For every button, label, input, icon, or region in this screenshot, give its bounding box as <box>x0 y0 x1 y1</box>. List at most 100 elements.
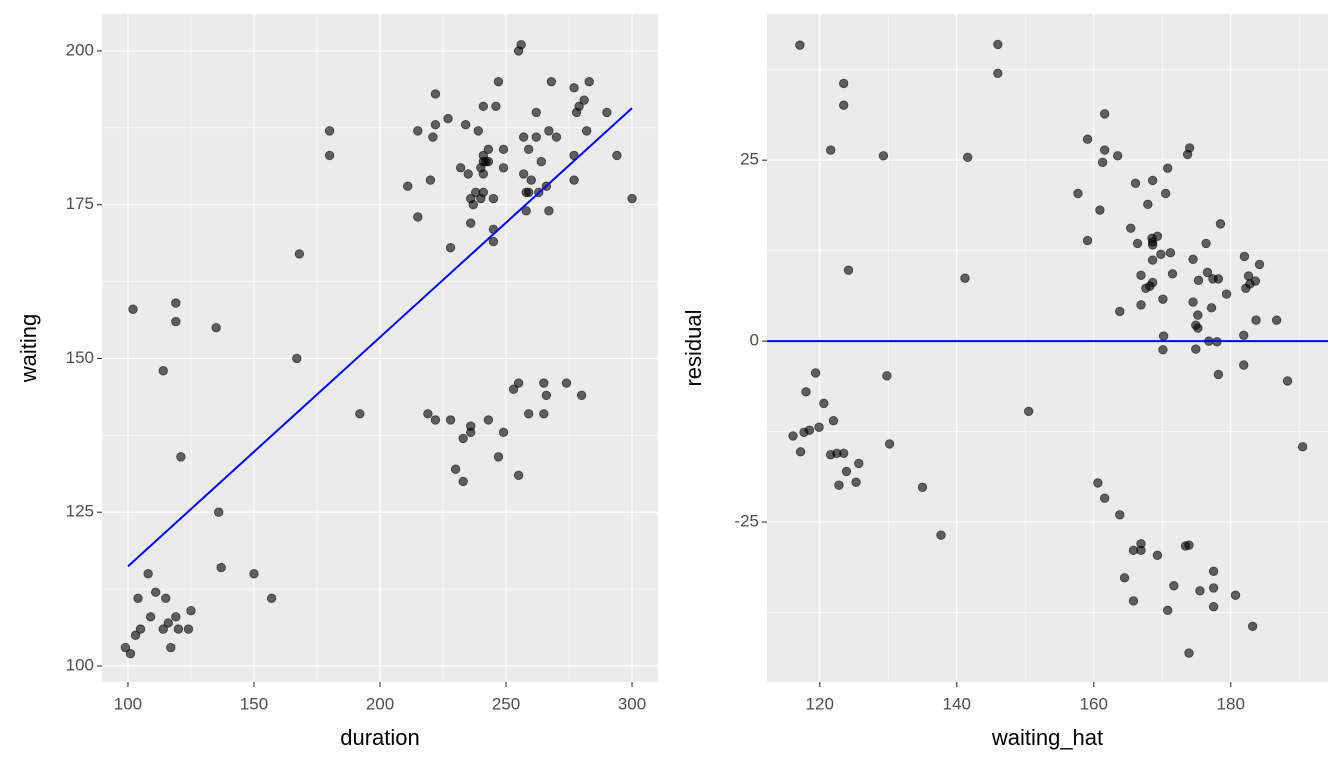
point <box>1201 238 1211 249</box>
point <box>292 353 302 364</box>
point <box>1297 442 1308 452</box>
point <box>1184 648 1194 658</box>
point <box>602 107 612 118</box>
point <box>574 101 584 111</box>
x-axis-title: waiting_hat <box>991 725 1103 750</box>
point <box>1082 235 1093 246</box>
point <box>1136 270 1146 280</box>
point <box>445 243 456 253</box>
point <box>171 298 181 308</box>
point <box>423 409 433 419</box>
point <box>483 415 494 425</box>
panel-background <box>767 14 1328 682</box>
point <box>1097 157 1108 168</box>
point <box>355 409 365 419</box>
point <box>524 409 534 419</box>
point <box>491 101 501 111</box>
point <box>249 569 259 579</box>
point <box>498 144 509 155</box>
point <box>211 323 221 333</box>
point <box>1163 605 1173 616</box>
point <box>1132 238 1143 249</box>
point <box>541 390 552 401</box>
point <box>524 144 534 155</box>
point <box>518 132 529 142</box>
point <box>1188 254 1198 265</box>
point <box>795 40 805 50</box>
point <box>171 612 181 622</box>
point <box>1184 143 1195 153</box>
point <box>173 624 184 634</box>
point <box>1128 596 1139 606</box>
point <box>1158 345 1168 355</box>
point <box>544 126 554 136</box>
point <box>176 452 186 462</box>
point <box>801 387 811 397</box>
point <box>430 89 441 99</box>
point <box>546 76 557 87</box>
point <box>516 40 526 50</box>
point <box>1023 406 1034 417</box>
point <box>1213 369 1224 380</box>
point <box>1169 581 1179 591</box>
point <box>993 68 1003 79</box>
point <box>1156 249 1166 259</box>
point <box>843 265 854 275</box>
point <box>1282 376 1293 386</box>
point <box>158 624 168 634</box>
point <box>125 649 136 659</box>
point <box>478 101 489 111</box>
point <box>1191 344 1201 354</box>
point <box>135 624 146 634</box>
point <box>839 448 849 459</box>
point <box>163 618 173 628</box>
point <box>1099 109 1110 119</box>
point <box>960 273 970 283</box>
x-tick-label: 160 <box>1080 694 1108 713</box>
point <box>133 593 143 604</box>
x-tick-label: 140 <box>943 694 971 713</box>
point <box>1082 134 1093 144</box>
point <box>917 482 928 493</box>
point <box>445 415 456 425</box>
point <box>468 199 478 210</box>
point <box>576 390 587 401</box>
point <box>1193 310 1203 320</box>
point <box>1113 151 1123 161</box>
point <box>1202 267 1213 278</box>
point <box>841 466 852 477</box>
point <box>450 464 461 474</box>
point <box>524 187 534 198</box>
point <box>1206 303 1217 313</box>
point <box>324 150 335 161</box>
point <box>130 630 141 640</box>
point <box>150 587 161 597</box>
point <box>569 175 579 185</box>
point <box>539 378 549 388</box>
point <box>1271 315 1282 325</box>
point <box>488 193 499 204</box>
y-tick-label: 150 <box>66 348 94 367</box>
point <box>531 132 541 142</box>
point <box>819 398 829 409</box>
point <box>493 76 504 87</box>
point <box>851 477 861 487</box>
point <box>460 120 471 130</box>
y-tick-label: 25 <box>740 150 759 169</box>
point <box>581 126 592 136</box>
point <box>882 371 892 381</box>
point <box>569 83 579 93</box>
point <box>839 78 849 89</box>
point <box>1147 255 1158 265</box>
point <box>526 175 536 185</box>
point <box>1213 274 1224 284</box>
point <box>1119 573 1130 583</box>
point <box>1208 566 1219 576</box>
point <box>627 193 637 204</box>
point <box>1136 300 1146 310</box>
y-tick-label: 100 <box>66 655 94 674</box>
point <box>795 447 806 457</box>
point <box>413 126 423 136</box>
